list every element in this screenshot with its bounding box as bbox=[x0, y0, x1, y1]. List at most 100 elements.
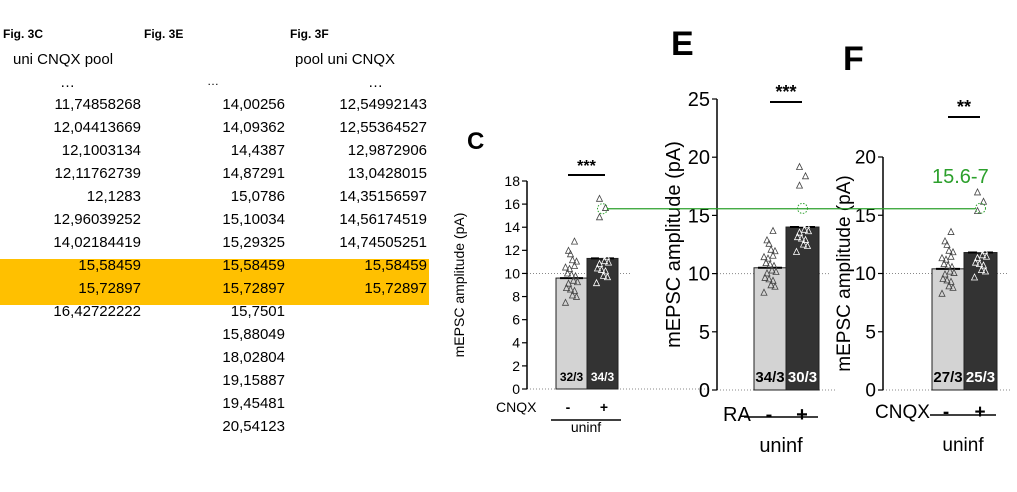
data-point bbox=[949, 247, 957, 256]
y-tick-label: 15 bbox=[855, 206, 876, 227]
data-point bbox=[946, 267, 954, 275]
data-point bbox=[795, 181, 804, 189]
table-cell: 12,96039252 bbox=[53, 211, 141, 228]
y-tick-label: 10 bbox=[688, 264, 710, 286]
table-cell: 19,15887 bbox=[222, 372, 285, 389]
bar-n-label: 25/3 bbox=[966, 369, 995, 386]
data-point bbox=[792, 212, 801, 220]
data-point bbox=[977, 230, 986, 238]
data-point bbox=[973, 188, 982, 196]
y-tick-label: 12 bbox=[504, 242, 520, 258]
data-point bbox=[596, 244, 605, 253]
table-cell: 19,45481 bbox=[222, 395, 285, 412]
data-point bbox=[764, 254, 772, 262]
y-tick-label: 5 bbox=[865, 322, 876, 343]
y-axis-label: mEPSC amplitude (pA) bbox=[834, 175, 855, 371]
bar bbox=[753, 267, 787, 391]
data-point bbox=[945, 246, 953, 254]
data-point bbox=[980, 246, 989, 254]
table-col-3e-header: Fig. 3E bbox=[144, 27, 184, 41]
panel-letter-c: C bbox=[467, 128, 485, 155]
table-cell: 14,87291 bbox=[222, 165, 285, 182]
bar bbox=[555, 277, 588, 390]
data-point bbox=[945, 282, 953, 290]
bar-n-label: 34/3 bbox=[755, 369, 784, 386]
data-point bbox=[561, 298, 570, 306]
x-category-label: - bbox=[943, 402, 949, 423]
y-tick-label: 5 bbox=[699, 322, 710, 344]
table-cell: 15,7501 bbox=[230, 303, 285, 320]
x-category-label: + bbox=[974, 402, 985, 423]
significance-stars: *** bbox=[577, 158, 596, 175]
table-cell: 14,09362 bbox=[222, 119, 285, 136]
y-tick-label: 25 bbox=[688, 89, 710, 111]
data-point bbox=[799, 240, 808, 248]
data-point bbox=[592, 278, 601, 287]
data-point bbox=[763, 269, 771, 277]
data-point bbox=[971, 258, 980, 266]
data-point bbox=[567, 270, 576, 278]
data-point bbox=[979, 236, 988, 244]
y-axis-label: mEPSC amplitude (pA) bbox=[451, 213, 467, 358]
x-category-label: - bbox=[766, 404, 773, 426]
table-cell: 14,74505251 bbox=[339, 234, 427, 251]
data-point bbox=[572, 292, 581, 300]
data-point bbox=[797, 198, 806, 206]
data-point bbox=[947, 227, 955, 235]
table-cell: 12,54992143 bbox=[339, 96, 427, 113]
data-point bbox=[976, 244, 985, 253]
data-point bbox=[600, 256, 609, 265]
table-cell: 11,74858268 bbox=[54, 96, 141, 113]
table-col-3e-ellipsis: … bbox=[207, 74, 219, 88]
table-cell: 12,55364527 bbox=[339, 119, 427, 136]
data-point bbox=[943, 240, 951, 248]
data-point bbox=[769, 226, 777, 234]
data-point bbox=[938, 253, 946, 262]
data-point bbox=[771, 282, 779, 290]
table-col-3c-ellipsis: … bbox=[60, 74, 75, 91]
data-point bbox=[592, 243, 601, 251]
bar-n-label: 34/3 bbox=[591, 370, 615, 384]
data-point bbox=[940, 259, 948, 268]
data-point bbox=[975, 259, 984, 268]
data-point bbox=[982, 252, 991, 260]
data-point bbox=[572, 257, 581, 265]
data-point bbox=[772, 267, 780, 275]
data-point bbox=[973, 206, 982, 214]
table-cell: 15,58459 bbox=[364, 257, 427, 274]
data-point bbox=[765, 274, 773, 283]
table-cell: 14,35156597 bbox=[339, 188, 427, 205]
table-col-3f-ellipsis: … bbox=[368, 74, 383, 91]
data-point bbox=[762, 258, 770, 267]
data-point bbox=[564, 279, 573, 287]
table-col-3c-header: Fig. 3C bbox=[3, 27, 44, 41]
data-point bbox=[760, 252, 768, 261]
significance-stars: *** bbox=[775, 82, 796, 102]
bar-n-label: 32/3 bbox=[560, 370, 584, 384]
table-cell: 12,1003134 bbox=[61, 142, 141, 159]
data-point bbox=[802, 220, 811, 229]
data-point bbox=[603, 237, 612, 245]
y-tick-label: 8 bbox=[512, 288, 520, 304]
x-row-label: RA bbox=[723, 404, 751, 426]
data-point bbox=[798, 219, 807, 227]
data-point bbox=[765, 239, 773, 247]
bar bbox=[931, 268, 965, 391]
table-cell: 15,10034 bbox=[222, 211, 285, 228]
y-tick-label: 10 bbox=[855, 264, 876, 285]
table-cell: 14,00256 bbox=[222, 96, 285, 113]
data-point bbox=[760, 288, 768, 296]
data-point bbox=[595, 194, 604, 202]
data-point bbox=[598, 250, 607, 259]
data-point bbox=[604, 258, 613, 266]
data-point bbox=[975, 224, 984, 232]
data-point bbox=[792, 247, 801, 255]
data-point bbox=[795, 228, 804, 236]
y-tick-label: 2 bbox=[512, 358, 520, 374]
bar-n-label: 30/3 bbox=[788, 369, 817, 386]
data-point bbox=[603, 272, 612, 281]
group-label: uninf bbox=[942, 435, 984, 456]
data-point bbox=[981, 267, 990, 275]
data-point bbox=[601, 266, 610, 275]
bar bbox=[586, 257, 619, 390]
